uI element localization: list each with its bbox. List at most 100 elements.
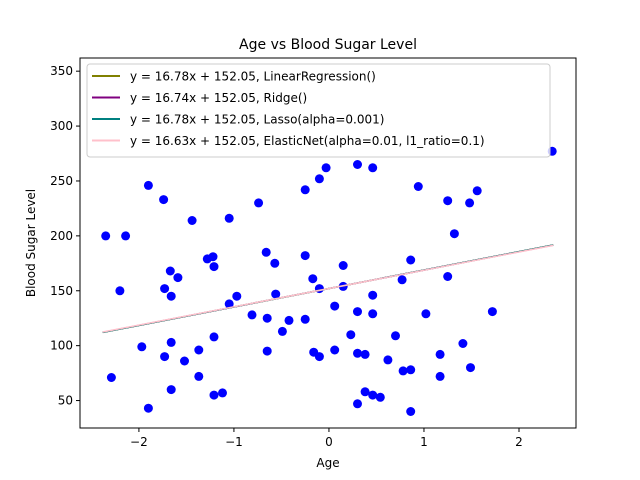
data-point-7	[159, 195, 169, 205]
data-point-55	[360, 349, 370, 359]
data-point-64	[397, 275, 407, 285]
data-point-29	[254, 198, 264, 208]
y-tick-label-6: 350	[50, 64, 73, 78]
data-point-66	[406, 255, 416, 265]
legend-entry-2: y = 16.78x + 152.05, Lasso(alpha=0.001)	[130, 113, 384, 127]
data-point-40	[308, 274, 318, 284]
x-tick-label-0: −2	[130, 435, 148, 449]
data-point-11	[166, 291, 176, 301]
data-point-79	[472, 186, 482, 196]
data-point-73	[443, 196, 453, 206]
data-point-42	[314, 174, 324, 184]
data-point-23	[209, 390, 219, 400]
data-point-18	[194, 371, 204, 381]
data-point-27	[232, 291, 242, 301]
data-point-30	[261, 247, 271, 257]
data-point-13	[166, 385, 176, 395]
data-point-32	[262, 346, 272, 356]
data-point-78	[466, 363, 475, 373]
data-point-8	[160, 284, 170, 294]
data-point-37	[300, 185, 310, 195]
y-tick-label-5: 300	[50, 119, 73, 133]
data-point-24	[218, 388, 227, 398]
data-point-25	[224, 213, 234, 223]
data-point-80	[487, 307, 497, 317]
axes-frame	[79, 57, 577, 429]
data-point-77	[465, 198, 475, 208]
y-axis-ticks: 50 100 150 200 250 300 350	[50, 64, 80, 408]
data-point-74	[443, 272, 453, 281]
legend: y = 16.78x + 152.05, LinearRegression() y…	[86, 63, 551, 158]
data-point-36	[284, 315, 294, 325]
data-point-16	[187, 216, 197, 225]
data-point-35	[277, 326, 287, 336]
legend-entry-3: y = 16.63x + 152.05, ElasticNet(alpha=0.…	[130, 134, 485, 148]
x-tick-label-4: 2	[515, 435, 523, 449]
data-point-2	[115, 286, 125, 296]
data-point-61	[375, 392, 385, 402]
data-point-33	[270, 258, 280, 268]
y-tick-label-3: 200	[50, 229, 73, 243]
legend-entry-1: y = 16.74x + 152.05, Ridge()	[130, 91, 307, 105]
y-axis-label: Blood Sugar Level	[24, 189, 38, 297]
data-point-44	[314, 352, 324, 362]
data-point-21	[209, 262, 219, 272]
data-point-45	[321, 163, 331, 173]
data-point-43	[314, 284, 324, 294]
data-point-4	[137, 342, 147, 352]
data-point-63	[391, 331, 400, 341]
data-point-1	[106, 373, 116, 382]
data-point-72	[435, 371, 445, 381]
y-tick-label-0: 50	[58, 394, 73, 408]
legend-box	[86, 63, 551, 158]
data-point-69	[413, 182, 423, 191]
data-point-54	[353, 399, 362, 409]
chart-title: Age vs Blood Sugar Level	[239, 37, 417, 53]
data-point-67	[406, 365, 416, 375]
data-point-9	[160, 352, 170, 362]
data-point-56	[360, 387, 370, 397]
y-tick-label-1: 100	[50, 339, 73, 353]
data-point-75	[449, 229, 459, 239]
data-point-12	[166, 337, 176, 347]
x-tick-label-2: 0	[325, 435, 333, 449]
data-point-53	[353, 348, 362, 358]
data-point-47	[330, 345, 340, 355]
data-point-5	[143, 180, 153, 190]
x-axis-label: Age	[316, 456, 339, 470]
data-point-3	[121, 231, 131, 241]
fit-lines-layer	[102, 244, 554, 334]
data-point-46	[330, 301, 340, 311]
data-point-6	[143, 403, 153, 413]
data-point-58	[368, 290, 378, 300]
data-point-38	[300, 251, 310, 261]
y-tick-label-4: 250	[50, 174, 73, 188]
data-point-28	[247, 310, 257, 320]
x-tick-label-1: −1	[225, 435, 243, 449]
data-point-51	[353, 160, 362, 169]
data-point-60	[368, 390, 378, 400]
data-point-20	[208, 252, 218, 262]
data-point-15	[180, 356, 189, 366]
data-point-0	[101, 231, 111, 241]
data-point-10	[165, 266, 175, 276]
data-point-26	[224, 299, 234, 309]
data-point-50	[346, 330, 356, 340]
data-point-76	[458, 339, 468, 348]
data-point-70	[421, 309, 431, 319]
data-point-14	[173, 273, 183, 283]
legend-entry-0: y = 16.78x + 152.05, LinearRegression()	[130, 70, 376, 84]
data-point-17	[194, 345, 204, 355]
data-point-22	[209, 332, 219, 342]
data-point-71	[435, 349, 445, 359]
data-point-48	[338, 261, 348, 270]
y-tick-label-2: 150	[50, 284, 73, 298]
points-layer	[101, 146, 557, 416]
data-point-59	[368, 309, 378, 319]
x-tick-label-3: 1	[420, 435, 428, 449]
data-point-34	[271, 289, 281, 299]
data-point-57	[368, 163, 378, 173]
data-point-31	[262, 313, 272, 323]
data-point-39	[300, 314, 310, 324]
